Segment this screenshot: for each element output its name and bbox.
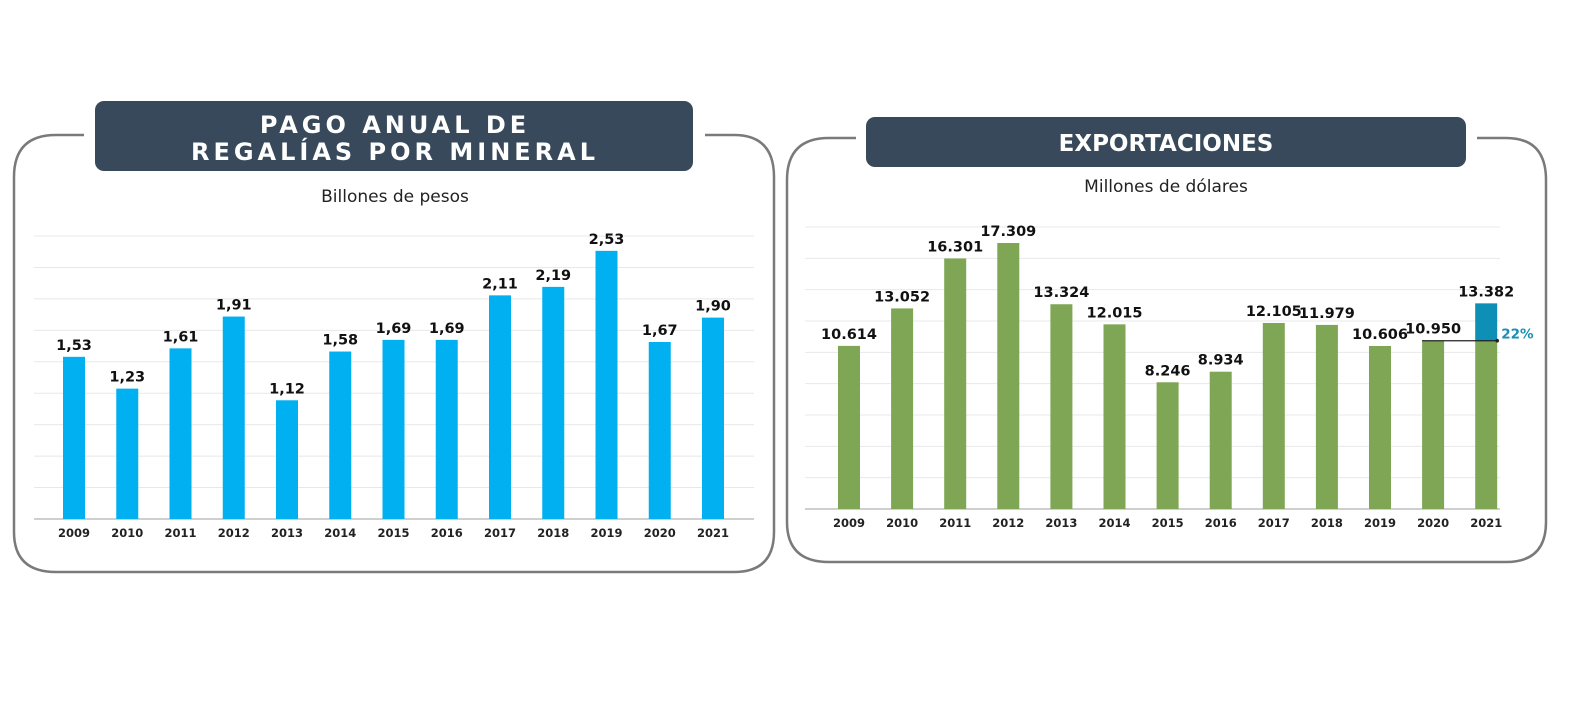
x-tick-label: 2010 — [111, 526, 143, 540]
x-tick-label: 2009 — [833, 516, 865, 530]
data-label: 11.979 — [1299, 306, 1355, 322]
panel-border — [12, 133, 776, 574]
bar — [1369, 346, 1391, 509]
data-label: 13.382 — [1458, 284, 1514, 300]
bar — [648, 341, 671, 519]
bar — [1422, 340, 1445, 509]
x-tick-label: 2020 — [1417, 516, 1449, 530]
bar — [542, 286, 565, 519]
x-tick-label: 2010 — [886, 516, 918, 530]
data-label: 12.015 — [1087, 305, 1143, 321]
title: EXPORTACIONES — [1059, 131, 1274, 157]
x-tick-label: 2017 — [484, 526, 516, 540]
title-line-1: PAGO ANUAL DE — [260, 111, 530, 139]
data-label: 2,11 — [482, 276, 518, 292]
data-label: 2,53 — [589, 232, 625, 248]
regalias-panel: PAGO ANUAL DE REGALÍAS POR MINERAL Billo… — [12, 101, 776, 574]
x-tick-label: 2015 — [1152, 516, 1184, 530]
bar — [997, 242, 1020, 509]
subtitle: Billones de pesos — [321, 187, 469, 207]
subtitle: Millones de dólares — [1084, 177, 1248, 197]
bar — [1315, 324, 1338, 509]
bar — [1050, 304, 1073, 509]
data-label: 13.324 — [1033, 285, 1089, 301]
data-label: 10.606 — [1352, 327, 1408, 343]
x-tick-label: 2016 — [431, 526, 463, 540]
bar — [489, 295, 511, 519]
x-tick-label: 2013 — [1045, 516, 1077, 530]
bar — [116, 388, 139, 519]
data-label: 1,23 — [109, 370, 145, 386]
x-tick-label: 2011 — [164, 526, 196, 540]
title-banner — [95, 101, 693, 171]
bar — [1262, 322, 1285, 509]
comparison-dot — [1495, 338, 1499, 343]
x-tick-label: 2019 — [590, 526, 622, 540]
data-label: 13.052 — [874, 289, 930, 305]
bar — [702, 317, 724, 519]
data-label: 16.301 — [927, 239, 983, 255]
bar — [944, 258, 967, 509]
x-tick-label: 2019 — [1364, 516, 1396, 530]
bar — [891, 308, 914, 509]
bar — [382, 339, 405, 519]
title-banner — [866, 117, 1466, 167]
data-label: 12.105 — [1246, 304, 1302, 320]
bar — [329, 351, 352, 519]
x-tick-label: 2012 — [992, 516, 1024, 530]
x-tick-label: 2009 — [58, 526, 90, 540]
data-label: 1,91 — [216, 298, 252, 314]
x-tick-label: 2018 — [1311, 516, 1343, 530]
x-tick-label: 2020 — [644, 526, 676, 540]
data-label: 1,58 — [322, 333, 358, 349]
bar — [169, 348, 192, 519]
bar — [276, 400, 298, 519]
data-label: 1,90 — [695, 299, 731, 315]
x-tick-label: 2016 — [1205, 516, 1237, 530]
x-tick-label: 2018 — [537, 526, 569, 540]
data-label: 8.934 — [1198, 353, 1244, 369]
x-tick-label: 2012 — [218, 526, 250, 540]
bar — [1475, 340, 1498, 509]
x-tick-label: 2021 — [697, 526, 729, 540]
title-line-2: REGALÍAS POR MINERAL — [191, 137, 599, 166]
data-label: 8.246 — [1145, 363, 1191, 379]
x-tick-label: 2011 — [939, 516, 971, 530]
growth-annotation: 22% — [1501, 327, 1534, 343]
x-tick-label: 2014 — [324, 526, 356, 540]
bar-growth-segment — [1475, 303, 1498, 341]
data-label: 1,53 — [56, 338, 92, 354]
bar — [435, 339, 458, 519]
bar — [222, 316, 245, 519]
data-label: 1,69 — [376, 321, 412, 337]
bar — [838, 345, 860, 509]
bar — [1103, 324, 1126, 509]
bar — [1156, 382, 1179, 509]
bar — [63, 356, 85, 519]
exportaciones-panel: EXPORTACIONES Millones de dólares 10.614… — [785, 117, 1548, 564]
data-label: 2,19 — [535, 268, 571, 284]
data-label: 10.950 — [1405, 322, 1461, 338]
bar — [1209, 371, 1232, 509]
data-label: 1,61 — [163, 329, 199, 345]
data-label: 17.309 — [980, 224, 1036, 240]
panel-border — [785, 136, 1548, 564]
x-tick-label: 2021 — [1470, 516, 1502, 530]
x-tick-label: 2017 — [1258, 516, 1290, 530]
data-label: 1,12 — [269, 381, 305, 397]
x-tick-label: 2015 — [377, 526, 409, 540]
data-label: 1,69 — [429, 321, 465, 337]
data-label: 1,67 — [642, 323, 678, 339]
bar — [595, 250, 618, 519]
x-tick-label: 2013 — [271, 526, 303, 540]
x-tick-label: 2014 — [1098, 516, 1130, 530]
data-label: 10.614 — [821, 327, 877, 343]
